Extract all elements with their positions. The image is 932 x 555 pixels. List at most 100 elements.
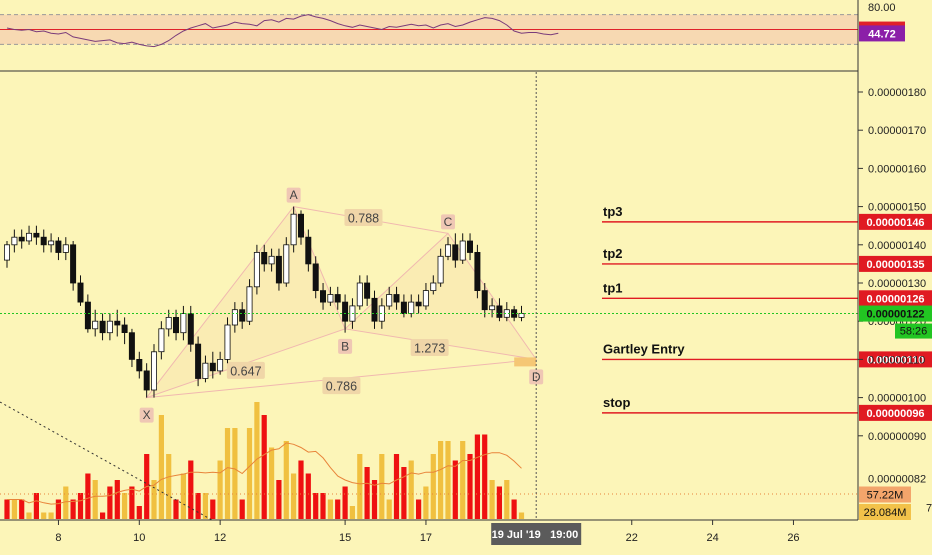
ratio-box xyxy=(322,377,361,395)
volume-bar xyxy=(305,473,311,519)
volume-bar xyxy=(151,480,157,519)
candle-body xyxy=(62,244,69,253)
candle-body xyxy=(48,240,55,246)
candle-body xyxy=(408,301,415,315)
volume-bar xyxy=(445,441,451,519)
countdown-label: 58:26 xyxy=(900,326,928,338)
candle-body xyxy=(172,316,179,334)
volume-bar xyxy=(518,512,525,519)
volume-bar xyxy=(482,434,488,519)
volume-bar xyxy=(254,402,260,519)
volume-bar xyxy=(276,480,282,519)
x-tick-label: 17 xyxy=(420,532,432,544)
volume-bar xyxy=(452,460,458,519)
candle-body xyxy=(55,240,62,253)
volume-bar xyxy=(489,480,495,519)
crosshair-tag xyxy=(491,523,582,545)
pattern-point-box xyxy=(441,214,455,230)
candle-body xyxy=(224,324,231,360)
rsi-pane xyxy=(0,14,858,72)
entry-zone xyxy=(514,357,537,367)
candle-body xyxy=(415,301,422,307)
volume-bar xyxy=(4,499,10,519)
volume-bar xyxy=(246,428,253,519)
volume-bar xyxy=(129,486,135,519)
volume-bar xyxy=(11,499,17,519)
volume-bar xyxy=(107,486,113,519)
rsi-line xyxy=(6,14,559,48)
candle-body xyxy=(158,328,165,353)
candle-body xyxy=(202,362,209,379)
candle-body xyxy=(40,236,47,246)
trend-line xyxy=(0,401,213,521)
rsi-tick-label: 80.00 xyxy=(868,2,896,14)
candle-body xyxy=(312,263,319,291)
volume-bar xyxy=(496,486,502,519)
volume-bar xyxy=(26,512,32,519)
candle-body xyxy=(430,282,437,291)
volume-bar xyxy=(114,480,120,519)
volume-bar xyxy=(474,434,480,519)
candle-body xyxy=(84,301,91,330)
candle-body xyxy=(231,309,238,326)
volume-tag xyxy=(859,486,911,503)
volume-bar xyxy=(357,454,363,519)
volume-bar xyxy=(41,512,47,519)
volume-bar xyxy=(371,480,378,519)
candle-body xyxy=(275,255,282,284)
price-tag-label: 0.00000122 xyxy=(866,309,924,321)
level-tag xyxy=(859,290,932,307)
candle-body xyxy=(18,236,25,242)
volume-ma-line xyxy=(7,442,522,505)
candle-body xyxy=(459,240,466,261)
volume-tag xyxy=(859,504,911,520)
volume-bar xyxy=(122,493,128,519)
volume-bar xyxy=(77,493,84,519)
level-tag-label: 0.00000096 xyxy=(866,408,924,420)
trade-levels: tp3 0.00000146 tp2 0.00000135 tp1 0.00000126 G… xyxy=(0,204,932,421)
candle-body xyxy=(114,320,121,326)
volume-bar xyxy=(401,467,407,519)
x-tick-label: 15 xyxy=(339,532,351,544)
candle-body xyxy=(400,301,407,315)
level-tag-label: 0.00000110 xyxy=(867,354,925,366)
volume-bar xyxy=(320,493,326,519)
candle-body xyxy=(99,320,106,334)
x-tick-label: 24 xyxy=(706,532,718,544)
candle-body xyxy=(518,313,525,318)
volume-bar xyxy=(158,415,164,519)
candle-body xyxy=(11,236,18,246)
x-tick-label: 12 xyxy=(214,532,226,544)
volume-bar xyxy=(85,473,91,519)
y-tick-label: 0.00000110 xyxy=(868,354,925,366)
level-tag-label: 0.00000146 xyxy=(866,217,924,229)
volume-bar xyxy=(188,460,194,519)
volume-bar xyxy=(19,499,25,519)
volume-bar xyxy=(313,493,319,519)
volume-bar xyxy=(504,480,510,519)
volume-bar xyxy=(364,467,370,519)
candle-body xyxy=(195,343,202,379)
candle-body xyxy=(342,301,349,322)
volume-bar xyxy=(438,441,444,519)
y-tick-label: 0.00000150 xyxy=(868,202,926,214)
volume-bar xyxy=(100,512,106,519)
volume-bar xyxy=(349,506,355,519)
candle-body xyxy=(371,297,378,322)
y-tick-label: 0.00000160 xyxy=(868,163,926,175)
candle-body xyxy=(70,244,77,284)
x-tick-label: 10 xyxy=(133,532,145,544)
y-tick-label: 0.00000100 xyxy=(868,393,926,405)
volume-bar xyxy=(217,460,223,519)
candle-body xyxy=(386,294,393,307)
candle-body xyxy=(217,358,224,372)
y-tick-label: 0.00000090 xyxy=(868,431,926,443)
volume-bars xyxy=(0,401,858,521)
volume-bar xyxy=(33,493,39,519)
candle-body xyxy=(474,251,481,291)
level-tag-label: 0.00000135 xyxy=(866,259,924,271)
candle-body xyxy=(136,358,143,372)
level-tag xyxy=(859,255,932,272)
